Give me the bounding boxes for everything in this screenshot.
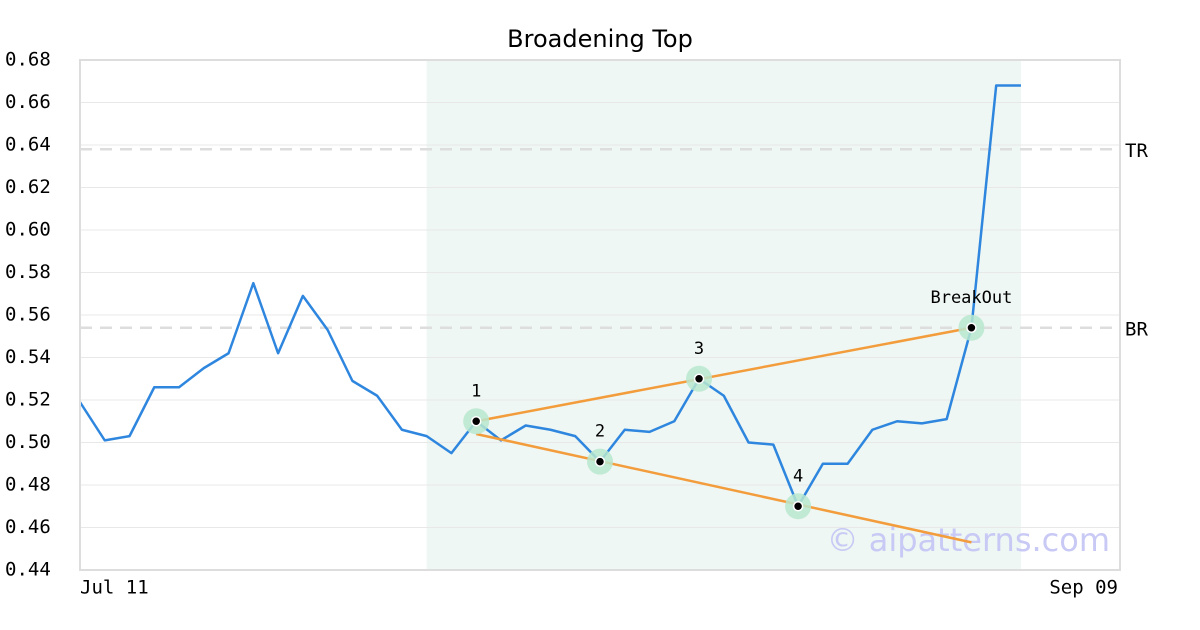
y-tick-label: 0.60 [5,219,51,241]
plot-frame [79,59,1121,571]
y-tick-label: 0.64 [5,134,51,156]
point-label: 4 [793,466,803,486]
y-tick-label: 0.52 [5,389,51,411]
point-dot [966,322,977,333]
y-tick-label: 0.44 [5,559,51,581]
y-tick-label: 0.58 [5,261,51,283]
x-tick-label: Jul 11 [80,577,149,599]
point-dot [594,456,606,467]
y-tick-label: 0.66 [5,91,51,113]
watermark: © aipatterns.com [827,521,1110,559]
y-tick-label: 0.46 [5,516,51,538]
point-label: BreakOut [930,288,1012,308]
level-label: BR [1125,318,1148,340]
point-label: 3 [694,339,704,359]
point-dot [693,373,705,384]
x-tick-label: Sep 09 [1049,577,1118,599]
y-tick-label: 0.62 [5,176,51,198]
trend-line [475,432,972,544]
y-tick-label: 0.48 [5,474,51,496]
y-tick-label: 0.68 [5,49,51,71]
point-dot [792,501,804,512]
price-line [78,84,1021,508]
chart-title: Broadening Top [507,25,693,53]
y-tick-label: 0.56 [5,304,51,326]
point-dot [470,416,482,427]
y-tick-label: 0.54 [5,346,51,368]
point-label: 2 [595,422,605,442]
trend-line [475,326,972,423]
y-tick-label: 0.50 [5,431,51,453]
level-label: TR [1125,140,1148,162]
point-label: 1 [471,381,481,401]
